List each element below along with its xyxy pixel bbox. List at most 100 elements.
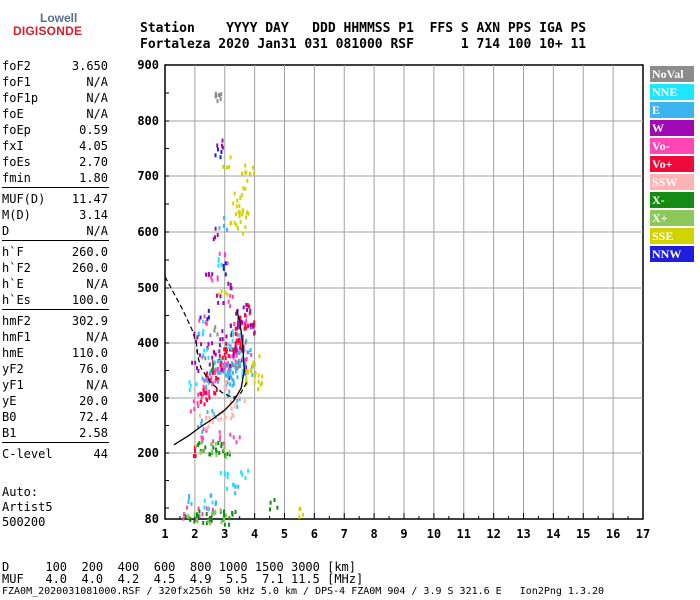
param-row: M(D) 3.14 (2, 207, 108, 223)
echo-mark-vo (235, 354, 238, 358)
param-name: h`E (2, 277, 24, 291)
echo-mark-vo (244, 313, 246, 317)
echo-mark-e (229, 382, 231, 387)
echo-mark-w (249, 323, 252, 328)
echo-mark-vo (240, 347, 243, 352)
echo-mark-vo (238, 338, 241, 343)
param-name: B1 (2, 426, 17, 440)
param-name: yF2 (2, 362, 24, 376)
echo-mark-noval (219, 97, 222, 102)
header-row-labels: Station YYYY DAY DDD HHMMSS P1 FFS S AXN… (140, 21, 587, 36)
echo-mark-x (211, 367, 214, 372)
echo-mark-sse (239, 196, 242, 201)
echo-mark-x (197, 442, 199, 447)
echo-mark-vo (223, 352, 226, 357)
echo-mark-e (234, 484, 237, 489)
echo-mark-nne (207, 355, 210, 360)
param-value: N/A (86, 378, 108, 392)
echo-mark-e (232, 378, 235, 383)
echo-mark-sse (228, 164, 231, 169)
echo-mark-vo (248, 311, 251, 316)
logo-digisonde: DIGISONDE (13, 24, 83, 38)
echo-mark-nne (233, 483, 235, 488)
x-tick-label: 8 (371, 527, 378, 541)
echo-mark-sse (230, 220, 233, 225)
param-value: 0.59 (79, 123, 108, 137)
echo-mark-vo (212, 381, 215, 386)
echo-mark-ssw (223, 417, 226, 422)
echo-mark-vo (216, 366, 219, 371)
param-row: B0 72.4 (2, 409, 108, 425)
echo-mark-vo (216, 275, 219, 280)
echo-mark-nnw (206, 317, 209, 322)
param-name: foEp (2, 123, 31, 137)
echo-mark-vo (202, 384, 205, 389)
echo-mark-vo (206, 398, 209, 403)
param-row: foEs 2.70 (2, 154, 108, 170)
echo-mark-x (269, 507, 271, 512)
param-row: fxI 4.05 (2, 138, 108, 154)
echo-mark-x (211, 442, 213, 447)
echo-mark-e (231, 370, 234, 375)
echo-mark-x (215, 453, 218, 458)
echo-mark-vo (193, 445, 196, 450)
echo-mark-ssw (224, 415, 227, 420)
echo-mark-e (226, 227, 229, 232)
echo-mark-w (215, 293, 218, 298)
echo-mark-e (233, 382, 236, 387)
legend-item: X+ (650, 210, 694, 226)
echo-mark-w (249, 308, 252, 313)
echo-mark-nne (205, 347, 208, 352)
echo-mark-vo (216, 277, 219, 282)
echo-mark-vo (210, 379, 213, 384)
echo-mark-vo (201, 512, 204, 517)
echo-mark-nne (195, 382, 198, 387)
echo-mark-e (231, 361, 234, 365)
echo-mark-x (228, 522, 230, 527)
echo-mark-vo (205, 388, 208, 393)
echo-mark-w (243, 371, 246, 376)
echo-mark-sse (220, 289, 223, 294)
echo-mark-vo (249, 325, 252, 330)
param-name: foF1p (2, 91, 39, 105)
param-row: foE N/A (2, 106, 108, 122)
echo-mark-ssw (208, 416, 211, 421)
echo-mark-vo (199, 391, 202, 396)
echo-mark-x (211, 511, 214, 516)
echo-mark-sse (245, 379, 248, 384)
echo-mark-e (209, 369, 212, 374)
echo-mark-w (228, 376, 231, 381)
echo-mark-vo (197, 404, 200, 408)
param-row: foF1 N/A (2, 74, 108, 90)
echo-mark-sse (258, 354, 261, 359)
echo-mark-x (212, 362, 215, 367)
echo-mark-ssw (230, 406, 233, 411)
echo-mark-vo (221, 355, 224, 360)
echo-mark-nne (247, 468, 250, 473)
param-value: 1.80 (79, 171, 108, 185)
echo-mark-x (226, 452, 229, 456)
echo-mark-ssw (205, 426, 208, 431)
echo-mark-sse (237, 226, 239, 231)
legend-item: Vo- (650, 138, 694, 154)
echo-mark-vo (217, 377, 220, 382)
echo-mark-x (228, 516, 231, 521)
echo-mark-w (235, 311, 238, 316)
param-row: h`Es 100.0 (2, 292, 108, 308)
echo-mark-nne (188, 380, 191, 385)
param-separator (2, 187, 109, 188)
echo-mark-noval (220, 92, 223, 97)
echo-mark-x (198, 441, 201, 446)
param-value: 260.0 (71, 261, 108, 275)
param-name: yF1 (2, 378, 24, 392)
legend-item: E (650, 102, 694, 118)
echo-mark-sse (244, 170, 247, 175)
echo-mark-w (219, 337, 222, 342)
echo-mark-e (239, 364, 242, 369)
echo-mark-nne (202, 328, 205, 333)
echo-mark-sse (225, 165, 228, 170)
echo-mark-x (220, 441, 223, 446)
muf-distance-row: D 100 200 400 600 800 1000 1500 3000 [km… (2, 560, 357, 574)
echo-mark-sse (244, 225, 247, 230)
param-value: 44 (93, 447, 108, 461)
